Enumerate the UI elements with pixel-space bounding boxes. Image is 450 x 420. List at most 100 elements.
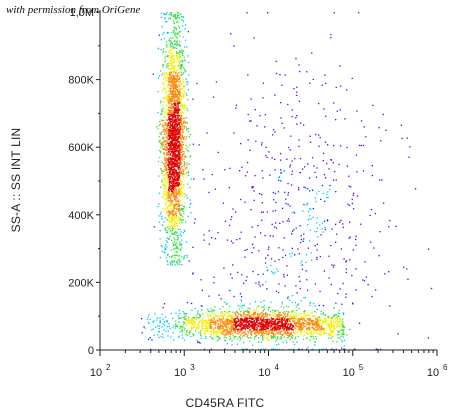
data-point: [172, 95, 174, 98]
data-point: [309, 304, 311, 307]
data-point: [175, 199, 177, 201]
data-point: [286, 332, 288, 334]
data-point: [177, 152, 179, 154]
data-point: [307, 247, 309, 249]
data-point: [218, 318, 220, 320]
data-point: [159, 238, 161, 240]
data-point: [323, 270, 325, 272]
data-point: [169, 123, 171, 125]
data-point: [185, 78, 187, 80]
data-point: [306, 321, 308, 324]
data-point: [290, 323, 292, 325]
data-point: [181, 51, 184, 53]
data-point: [169, 68, 171, 70]
data-point: [173, 248, 176, 250]
data-point: [163, 31, 165, 34]
data-point: [285, 198, 287, 200]
data-point: [183, 183, 185, 186]
data-point: [180, 188, 182, 191]
data-point: [176, 242, 178, 244]
data-point: [170, 190, 172, 192]
data-point: [307, 224, 309, 226]
data-point: [171, 264, 173, 266]
data-point: [272, 309, 274, 311]
data-point: [290, 327, 292, 329]
data-point: [177, 90, 180, 93]
data-point: [240, 296, 243, 298]
data-point: [308, 321, 310, 324]
data-point: [181, 239, 183, 241]
data-point: [348, 204, 350, 207]
data-point: [355, 235, 357, 237]
data-point: [169, 65, 172, 67]
data-point: [208, 325, 210, 327]
data-point: [284, 285, 286, 287]
data-point: [307, 188, 309, 190]
data-point: [277, 316, 279, 318]
data-point: [262, 336, 264, 338]
data-point: [358, 12, 360, 14]
data-point: [240, 231, 242, 233]
data-point: [231, 315, 233, 317]
data-point: [173, 40, 176, 42]
data-point: [268, 314, 270, 316]
data-point: [288, 326, 290, 329]
data-point: [320, 313, 322, 315]
data-point: [239, 339, 241, 341]
data-point: [316, 308, 318, 310]
data-point: [307, 326, 309, 328]
data-point: [304, 331, 306, 333]
data-point: [199, 319, 201, 322]
data-point: [172, 227, 174, 229]
data-point: [165, 240, 168, 242]
data-point: [249, 303, 251, 305]
data-point: [224, 312, 227, 314]
data-point: [165, 154, 168, 156]
data-point: [291, 160, 293, 162]
data-point: [345, 261, 347, 263]
data-point: [167, 65, 169, 68]
data-point: [167, 158, 170, 160]
data-point: [172, 115, 174, 117]
data-point: [240, 325, 242, 328]
data-point: [181, 330, 183, 332]
data-point: [242, 326, 245, 329]
data-point: [168, 172, 171, 174]
data-point: [175, 71, 177, 73]
data-point: [208, 230, 210, 232]
data-point: [179, 144, 181, 146]
data-point: [173, 84, 175, 86]
data-point: [365, 136, 367, 138]
data-point: [163, 88, 165, 90]
data-point: [183, 85, 186, 88]
data-point: [275, 315, 277, 317]
data-point: [271, 223, 273, 225]
data-point: [176, 245, 178, 247]
data-point: [164, 183, 166, 185]
data-point: [170, 175, 172, 177]
data-point: [233, 336, 235, 338]
data-point: [182, 106, 185, 108]
data-point: [327, 315, 330, 318]
data-point: [148, 314, 150, 316]
data-point: [171, 256, 173, 259]
data-point: [176, 262, 178, 264]
data-point: [162, 83, 165, 85]
data-point: [167, 210, 169, 213]
data-point: [167, 153, 169, 156]
data-point: [204, 331, 206, 333]
data-point: [180, 157, 182, 160]
data-point: [363, 280, 366, 282]
data-point: [298, 187, 300, 189]
data-point: [349, 236, 351, 238]
data-point: [302, 318, 304, 320]
data-point: [167, 134, 169, 136]
data-point: [330, 322, 332, 324]
data-point: [228, 314, 230, 316]
data-point: [341, 329, 344, 331]
data-point: [316, 249, 318, 251]
data-point: [162, 63, 164, 66]
data-point: [242, 324, 244, 326]
data-point: [272, 348, 274, 350]
data-point: [274, 169, 276, 171]
